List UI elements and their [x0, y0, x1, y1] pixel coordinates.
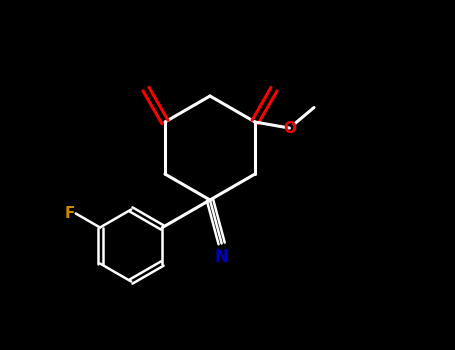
Text: F: F: [65, 206, 75, 221]
Text: O: O: [283, 121, 296, 135]
Text: N: N: [215, 248, 228, 266]
